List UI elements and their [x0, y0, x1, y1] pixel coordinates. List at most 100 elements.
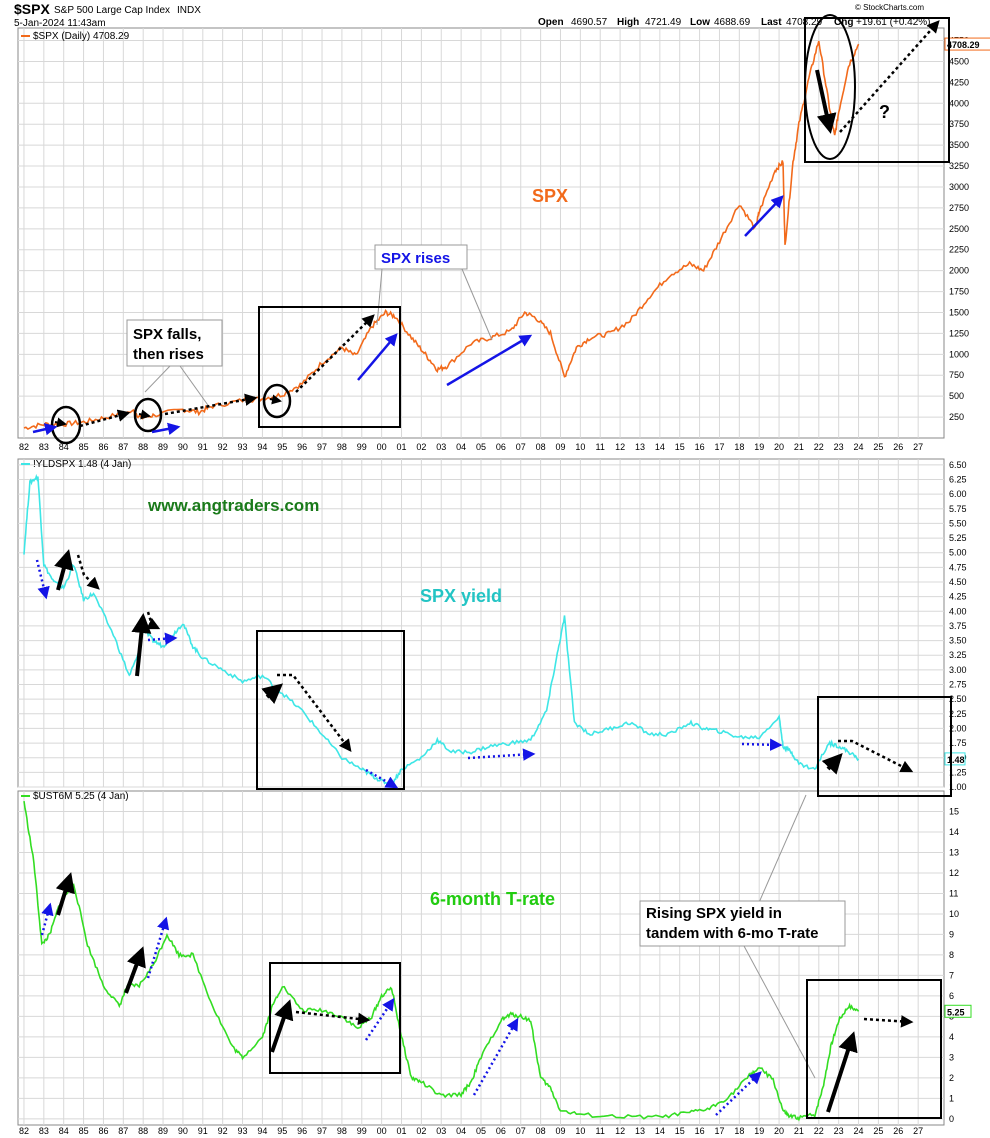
spx-falls-callout	[126, 319, 223, 367]
y-axis-ticks: 2505007501000125015001750200022502500275…	[949, 36, 969, 1124]
x-tick-label: 20	[774, 442, 784, 452]
x-tick-label: 04	[456, 442, 466, 452]
y-tick-label: 5.50	[949, 518, 967, 528]
solid-arrow	[821, 753, 843, 775]
trate-last-value-tag	[944, 1004, 972, 1018]
solid-arrow	[270, 999, 294, 1053]
x-tick-label: 16	[695, 1126, 705, 1136]
x-tick-label: 11	[596, 1126, 605, 1136]
x-tick-label: 90	[178, 442, 188, 452]
highlight-circle	[262, 383, 292, 419]
rising-yield-line2: tandem with 6-mo T-rate	[646, 925, 819, 942]
spx-legend: $SPX (Daily) 4708.29	[21, 31, 130, 42]
x-tick-label: 26	[893, 1126, 903, 1136]
y-tick-label: 2.25	[949, 709, 967, 719]
highlight-box	[258, 306, 401, 428]
x-tick-label: 93	[238, 1126, 248, 1136]
dotted-arrow	[863, 1015, 914, 1028]
chg-label: Chg	[834, 17, 853, 28]
y-tick-label: 10	[949, 909, 959, 919]
dotted-arrow	[146, 611, 161, 630]
spx-falls-line2: then rises	[133, 346, 204, 363]
y-tick-label: 2.00	[949, 723, 967, 733]
x-tick-label: 17	[714, 442, 724, 452]
x-tick-label: 18	[734, 1126, 744, 1136]
x-tick-label: 01	[397, 442, 407, 452]
x-tick-label: 91	[198, 442, 208, 452]
x-tick-label: 27	[913, 1126, 923, 1136]
y-tick-label: 500	[949, 391, 964, 401]
y-tick-label: 1000	[949, 349, 969, 359]
x-tick-label: 11	[596, 442, 605, 452]
x-tick-label: 24	[854, 442, 864, 452]
highlight-box	[269, 962, 401, 1074]
y-tick-label: 1.25	[949, 767, 967, 777]
y-tick-label: 2250	[949, 245, 969, 255]
x-tick-label: 17	[714, 1126, 724, 1136]
y-tick-label: 2500	[949, 224, 969, 234]
trate-label: 6-month T-rate	[430, 889, 555, 909]
y-tick-label: 15	[949, 806, 959, 816]
rising-yield-callout	[639, 900, 846, 947]
x-tick-label: 21	[794, 1126, 804, 1136]
x-tick-label: 82	[19, 1126, 29, 1136]
y-tick-label: 250	[949, 412, 964, 422]
x-tick-label: 05	[476, 1126, 486, 1136]
last-label: Last	[761, 17, 782, 28]
x-tick-label: 00	[377, 1126, 387, 1136]
blue-arrow	[357, 333, 398, 381]
dotted-arrow	[79, 409, 131, 428]
y-tick-label: 2750	[949, 203, 969, 213]
y-tick-label: 1250	[949, 328, 969, 338]
x-tick-label: 89	[158, 442, 168, 452]
blue-arrow	[146, 916, 170, 979]
low-value: 4688.69	[714, 17, 751, 28]
x-tick-label: 13	[635, 1126, 645, 1136]
trate-legend-text: $UST6M 5.25 (4 Jan)	[33, 791, 129, 802]
rising-yield-line1: Rising SPX yield in	[646, 905, 782, 922]
x-tick-label: 04	[456, 1126, 466, 1136]
y-tick-label: 5.00	[949, 548, 967, 558]
x-tick-label: 96	[297, 442, 307, 452]
website-label: www.angtraders.com	[147, 496, 319, 515]
y-tick-label: 3000	[949, 182, 969, 192]
solid-arrow	[261, 683, 284, 704]
y-tick-label: 1500	[949, 307, 969, 317]
x-tick-label: 08	[536, 1126, 546, 1136]
x-tick-label: 16	[695, 442, 705, 452]
x-tick-label: 86	[98, 442, 108, 452]
x-tick-label: 20	[774, 1126, 784, 1136]
x-tick-label: 90	[178, 1126, 188, 1136]
blue-arrow	[741, 738, 783, 751]
blue-arrow	[744, 195, 784, 237]
y-tick-label: 1750	[949, 287, 969, 297]
x-tick-label: 83	[39, 442, 49, 452]
solid-arrow	[131, 613, 152, 677]
dotted-arrow	[76, 554, 100, 590]
x-tick-label: 15	[675, 442, 685, 452]
spx-series-line	[23, 40, 860, 431]
x-tick-label: 25	[873, 1126, 883, 1136]
dotted-arrow	[295, 1010, 371, 1026]
solid-arrow	[826, 1031, 858, 1113]
x-tick-label: 03	[436, 442, 446, 452]
x-tick-label: 83	[39, 1126, 49, 1136]
x-tick-label: 92	[218, 442, 228, 452]
x-tick-label: 14	[655, 1126, 665, 1136]
exchange-label: INDX	[177, 5, 201, 16]
y-tick-label: 12	[949, 868, 959, 878]
symbol-title: $SPX	[14, 1, 50, 17]
x-axis-ticks: 82 82 83 83 84 84 85 85 86 86 87 87 88 88 89 89 90 90 91 91…	[19, 442, 923, 1136]
y-tick-label: 13	[949, 847, 959, 857]
callout-pointer	[376, 268, 383, 326]
x-tick-label: 84	[59, 442, 69, 452]
blue-arrow	[32, 423, 58, 436]
dotted-arrow	[269, 394, 282, 405]
y-tick-label: 6.00	[949, 489, 967, 499]
dotted-arrow	[138, 409, 151, 420]
open-label: Open	[538, 17, 564, 28]
x-tick-label: 19	[754, 442, 764, 452]
watermark: © StockCharts.com	[855, 3, 924, 12]
spx-annotations: SPX SPX falls, then rises SPX rises	[32, 14, 950, 445]
